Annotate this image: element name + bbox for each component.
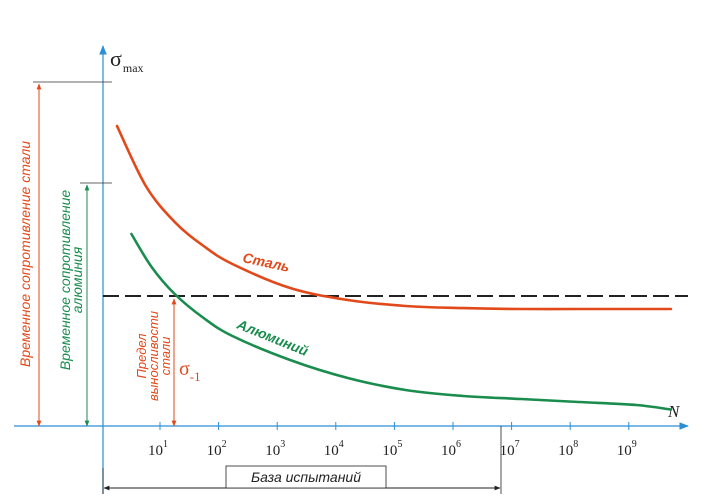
x-tick-base: 10 [617, 443, 632, 459]
x-tick-exponent: 2 [222, 439, 227, 450]
x-tick-base: 10 [441, 443, 456, 459]
curves-group [115, 124, 673, 411]
x-tick-label: 104 [324, 439, 344, 459]
x-tick-base: 10 [324, 443, 339, 459]
endurance-symbol-sub: -1 [190, 369, 201, 384]
endurance-label-line1: Предел [134, 333, 149, 379]
x-tick-label: 101 [148, 439, 168, 459]
aluminum-ultimate-label-line1: Временное сопротивление [57, 190, 73, 371]
y-axis-subscript: max [123, 61, 144, 75]
x-tick-base: 10 [207, 443, 222, 459]
x-tick-exponent: 9 [632, 439, 637, 450]
x-tick-base: 10 [558, 443, 573, 459]
x-tick-label: 102 [207, 439, 227, 459]
x-tick-label: 106 [441, 439, 461, 459]
x-tick-exponent: 7 [515, 439, 520, 450]
x-tick-label: 103 [265, 439, 285, 459]
endurance-label-line3: стали [158, 337, 173, 376]
x-tick-exponent: 8 [573, 439, 578, 450]
x-tick-exponent: 5 [397, 439, 402, 450]
x-tick-label: 107 [500, 439, 520, 459]
x-ticks-group: 101 102 103 104 105 106 107 108 109 [148, 422, 637, 459]
aluminum-ultimate-label-line2: алюминия [69, 246, 85, 313]
x-tick-exponent: 1 [163, 439, 168, 450]
x-tick-base: 10 [148, 443, 163, 459]
endurance-symbol: σ-1 [179, 358, 201, 384]
x-tick-exponent: 3 [280, 439, 285, 450]
x-tick-label: 109 [617, 439, 637, 459]
x-tick-base: 10 [265, 443, 280, 459]
series-line-steel [115, 124, 673, 311]
x-tick-base: 10 [500, 443, 515, 459]
series-line-aluminum [130, 232, 673, 411]
x-tick-exponent: 4 [339, 439, 344, 450]
x-tick-label: 105 [382, 439, 402, 459]
test-base-label: База испытаний [251, 469, 361, 485]
y-axis-title: σmax [110, 46, 144, 75]
test-base-box [225, 465, 387, 489]
x-tick-exponent: 6 [456, 439, 461, 450]
x-tick-base: 10 [382, 443, 397, 459]
steel-ultimate-label: Временное сопротивление стали [17, 141, 33, 367]
x-axis-title: N [667, 402, 681, 421]
x-tick-label: 108 [558, 439, 578, 459]
endurance-label-line2: выносливости [146, 311, 161, 401]
